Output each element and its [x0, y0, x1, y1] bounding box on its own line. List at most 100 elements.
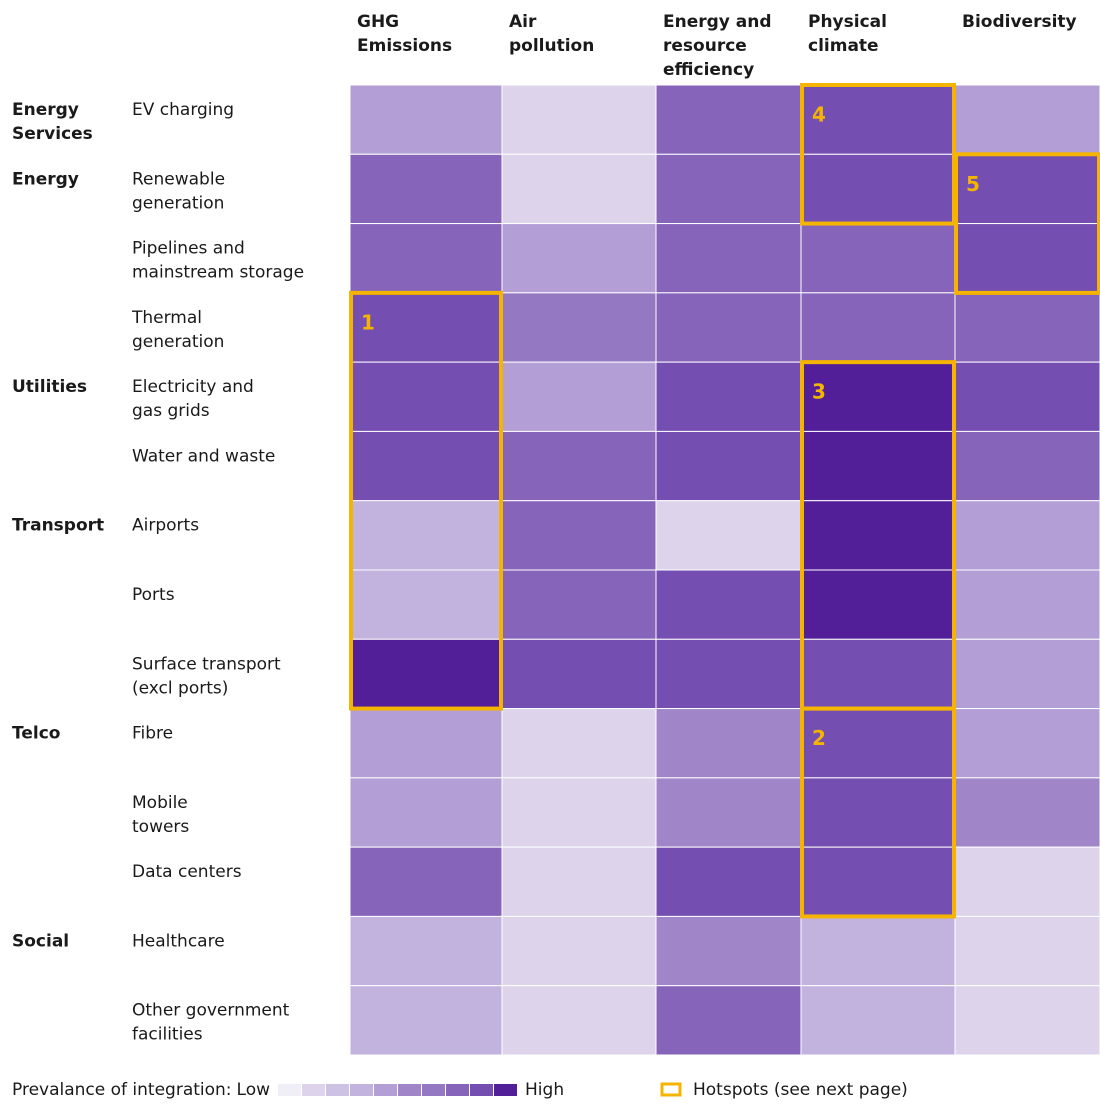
heatmap-cell — [954, 846, 1100, 917]
row-label: Healthcare — [132, 931, 225, 951]
row-label: Ports — [132, 585, 175, 605]
heatmap-cell — [655, 777, 802, 848]
hotspot-outline — [349, 290, 503, 711]
row-label: Airports — [132, 516, 199, 536]
legend-high: High — [525, 1080, 564, 1100]
legend-swatch — [422, 1084, 446, 1096]
heatmap-cell — [800, 223, 956, 294]
heatmap-cell — [501, 84, 657, 155]
heatmap-cell — [349, 430, 503, 502]
heatmap-cell — [349, 361, 503, 432]
heatmap-cell — [349, 500, 503, 571]
heatmap-cell — [501, 430, 657, 502]
legend-swatch — [302, 1084, 326, 1096]
heatmap-cell — [655, 153, 802, 225]
column-header: Physical climate — [808, 12, 887, 56]
group-label: Utilities — [12, 377, 87, 397]
heatmap-cell — [954, 777, 1100, 848]
heatmap-cell — [954, 500, 1100, 571]
row-label: Electricity and gas grids — [132, 377, 254, 421]
heatmap-cell — [655, 915, 802, 987]
heatmap-cell — [800, 915, 956, 987]
row-label: Fibre — [132, 724, 173, 744]
heatmap-cell — [501, 223, 657, 294]
row-label: EV charging — [132, 100, 234, 120]
hotspot-label: 5 — [966, 172, 980, 196]
hotspot-outline — [800, 360, 956, 711]
legend-low: Low — [237, 1080, 271, 1100]
column-header: Air pollution — [509, 12, 594, 56]
heatmap-cell — [349, 223, 503, 294]
heatmap-cell — [501, 500, 657, 571]
hotspot-label: 1 — [361, 310, 375, 334]
heatmap-cell — [349, 153, 503, 225]
heatmap-cell — [954, 638, 1100, 710]
legend-swatch — [446, 1084, 470, 1096]
heatmap-cell — [800, 708, 956, 779]
heatmap-cell — [954, 292, 1100, 363]
heatmap-cell — [501, 569, 657, 640]
row-label: Pipelines and mainstream storage — [132, 239, 304, 283]
heatmap-cell — [655, 430, 802, 502]
heatmap-cell — [954, 361, 1100, 432]
legend-swatch — [494, 1084, 518, 1096]
heatmap-cell — [800, 985, 956, 1056]
heatmap-cell — [501, 846, 657, 917]
heatmap-cell — [349, 638, 503, 710]
hotspot-label: 2 — [812, 726, 826, 750]
column-header: Biodiversity — [962, 12, 1077, 32]
row-label: Other government facilities — [132, 1001, 290, 1045]
heatmap-cell — [800, 430, 956, 502]
heatmap-cell — [349, 708, 503, 779]
heatmap-cell — [655, 708, 802, 779]
hotspot-label: 4 — [812, 103, 826, 127]
heatmap-cell — [655, 569, 802, 640]
row-label: Data centers — [132, 862, 242, 882]
heatmap-cell — [954, 153, 1100, 225]
heatmap-cell — [655, 846, 802, 917]
legend-title: Prevalance of integration: — [12, 1080, 232, 1100]
heatmap-cell — [349, 915, 503, 987]
legend-swatch — [278, 1084, 302, 1096]
heatmap-cell — [954, 223, 1100, 294]
heatmap-cell — [800, 846, 956, 917]
hotspot-outline — [954, 152, 1100, 295]
heatmap-cell — [954, 84, 1100, 155]
heatmap-cell — [800, 638, 956, 710]
heatmap-cell — [501, 708, 657, 779]
legend-swatch — [350, 1084, 374, 1096]
column-header: GHG Emissions — [357, 12, 452, 56]
group-label: Telco — [12, 724, 60, 744]
heatmap-cell — [349, 985, 503, 1056]
heatmap-cell — [501, 638, 657, 710]
legend-swatch — [398, 1084, 422, 1096]
heatmap-cell — [954, 569, 1100, 640]
heatmap-cell — [800, 153, 956, 225]
group-label: Social — [12, 931, 69, 951]
legend-swatch — [470, 1084, 494, 1096]
heatmap-cell — [800, 292, 956, 363]
row-label: Water and waste — [132, 446, 275, 466]
heatmap-cell — [655, 500, 802, 571]
group-label: Transport — [12, 516, 104, 536]
heatmap-cell — [954, 708, 1100, 779]
heatmap-cell — [501, 292, 657, 363]
heatmap-cell — [800, 777, 956, 848]
heatmap-cell — [349, 846, 503, 917]
heatmap-cell — [954, 985, 1100, 1056]
heatmap-cell — [349, 569, 503, 640]
row-label: Surface transport (excl ports) — [132, 654, 281, 698]
heatmap-cell — [501, 985, 657, 1056]
heatmap-cell — [655, 292, 802, 363]
heatmap-cell — [655, 84, 802, 155]
row-label: Thermal generation — [131, 308, 224, 352]
heatmap-cell — [800, 500, 956, 571]
heatmap-cell — [501, 777, 657, 848]
heatmap-cell — [349, 777, 503, 848]
heatmap-cell — [800, 361, 956, 432]
heatmap-cell — [800, 84, 956, 155]
group-label: Energy Services — [12, 100, 93, 144]
legend-hotspot-icon — [660, 1082, 682, 1097]
heatmap-cell — [800, 569, 956, 640]
column-header: Energy and resource efficiency — [663, 12, 772, 80]
